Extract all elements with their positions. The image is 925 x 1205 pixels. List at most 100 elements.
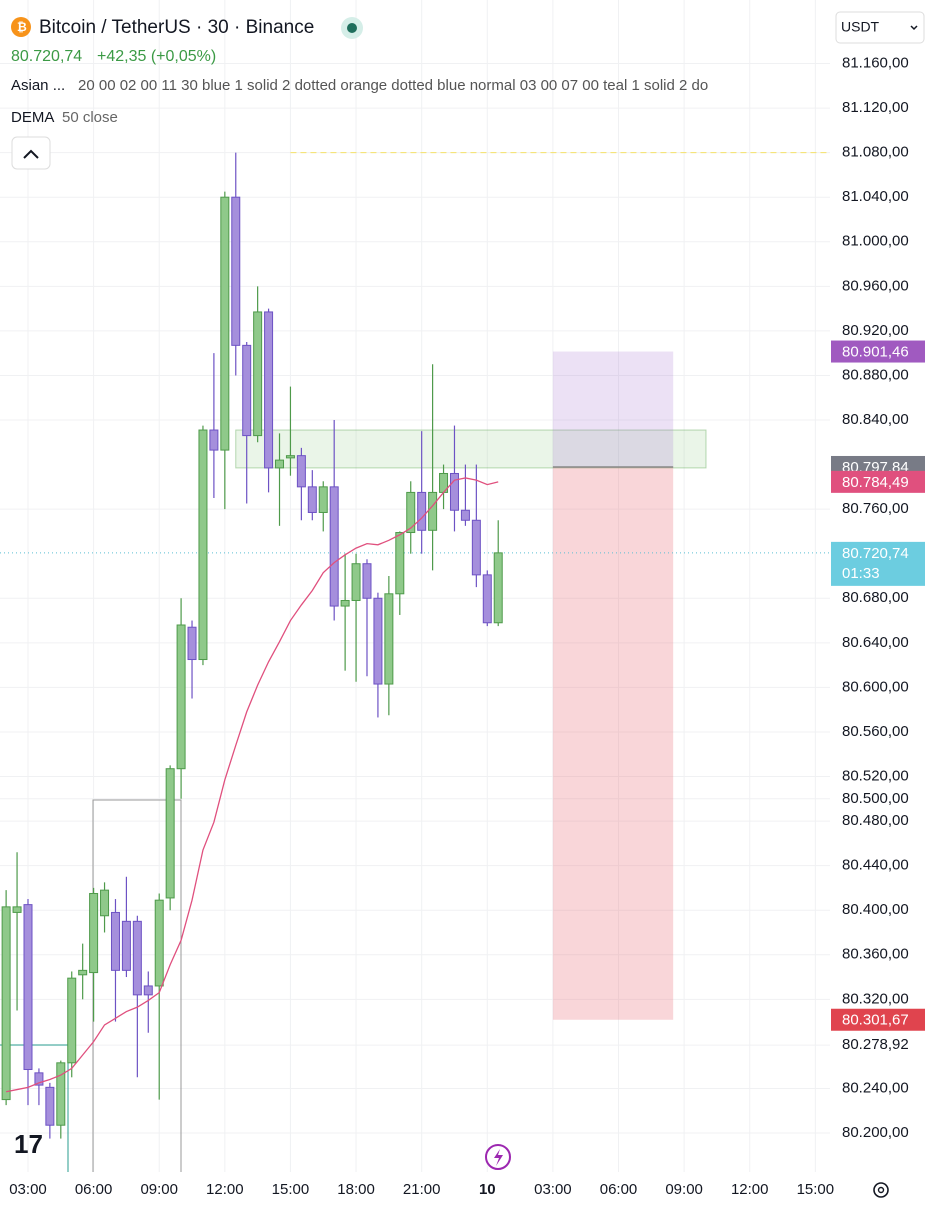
y-tick-label: 80.680,00 <box>842 589 909 606</box>
y-tick-label: 80.500,00 <box>842 790 909 807</box>
candle-body <box>165 768 175 899</box>
candle-body <box>143 985 153 996</box>
tv-logo: 17 <box>14 1129 43 1159</box>
stop-zone <box>552 466 674 1020</box>
candle-body <box>34 1072 44 1086</box>
candle-body <box>12 906 22 913</box>
y-tick-label: 80.760,00 <box>842 500 909 517</box>
y-tick-label: 80.240,00 <box>842 1079 909 1096</box>
x-tick-label: 06:00 <box>600 1181 638 1198</box>
collapse-button[interactable] <box>11 136 51 170</box>
price-change: +42,35 (+0,05%) <box>97 48 216 65</box>
y-tick-label: 81.000,00 <box>842 233 909 250</box>
symbol-title: Bitcoin / TetherUS · 30 · Binance <box>39 17 314 38</box>
x-tick-label: 15:00 <box>797 1181 835 1198</box>
price-badge-label: 80.784,49 <box>842 474 909 491</box>
y-tick-label: 81.160,00 <box>842 54 909 71</box>
candle-body <box>121 920 131 971</box>
candle-body <box>242 344 252 437</box>
y-tick-label: 80.640,00 <box>842 634 909 651</box>
candle-body <box>209 429 219 451</box>
candle-body <box>220 196 230 451</box>
candle-body <box>307 486 317 513</box>
price-badge-label: 80.901,46 <box>842 344 909 361</box>
candle-body <box>318 486 328 513</box>
candle-body <box>67 977 77 1064</box>
x-tick-label: 21:00 <box>403 1181 441 1198</box>
candle-body <box>110 911 120 971</box>
countdown: 01:33 <box>842 565 880 582</box>
status-dot <box>347 23 357 33</box>
candle-body <box>406 491 416 534</box>
x-tick-label: 12:00 <box>206 1181 244 1198</box>
candle-body <box>471 519 481 576</box>
candle-body <box>449 472 459 511</box>
session-name[interactable]: Asian ... <box>11 77 65 94</box>
settings-button[interactable] <box>873 1182 889 1198</box>
candle-body <box>340 599 350 607</box>
y-tick-label: 80.278,92 <box>842 1036 909 1053</box>
candle-body <box>154 899 164 987</box>
y-tick-label: 81.040,00 <box>842 188 909 205</box>
y-tick-label: 80.200,00 <box>842 1124 909 1141</box>
x-tick-label: 09:00 <box>665 1181 703 1198</box>
candle-body <box>253 311 263 437</box>
candle-body <box>89 892 99 974</box>
session-box <box>92 799 182 1172</box>
candle-body <box>373 597 383 685</box>
coin-symbol: ₿ <box>17 20 27 34</box>
x-tick-label: 09:00 <box>140 1181 178 1198</box>
candle-body <box>176 624 186 770</box>
candle-body <box>384 593 394 685</box>
candle-body <box>285 455 295 459</box>
coin-icon <box>11 17 31 37</box>
dropdown-arrow <box>910 25 918 31</box>
price-badge-label: 80.301,67 <box>842 1012 909 1029</box>
last-price: 80.720,74 <box>11 48 82 65</box>
y-tick-label: 80.560,00 <box>842 723 909 740</box>
candle-body <box>329 486 339 607</box>
y-tick-label: 80.960,00 <box>842 277 909 294</box>
x-tick-label: 10 <box>479 1181 496 1198</box>
x-tick-label: 18:00 <box>337 1181 375 1198</box>
price-badge <box>831 541 925 586</box>
zone <box>235 429 707 469</box>
indicator-params: 50 close <box>62 109 118 126</box>
candle-body <box>460 509 470 521</box>
candle-body <box>132 920 142 996</box>
target-zone <box>552 351 674 467</box>
candle-body <box>493 552 503 624</box>
currency-label: USDT <box>841 19 880 35</box>
candle-body <box>362 563 372 599</box>
candle-body <box>428 491 438 531</box>
y-tick-label: 80.360,00 <box>842 946 909 963</box>
x-tick-label: 06:00 <box>75 1181 113 1198</box>
y-tick-label: 80.600,00 <box>842 678 909 695</box>
candle-body <box>351 563 361 601</box>
candle-body <box>296 455 306 488</box>
y-tick-label: 80.440,00 <box>842 857 909 874</box>
session-params: 20 00 02 00 11 30 blue 1 solid 2 dotted … <box>78 77 708 94</box>
y-tick-label: 81.120,00 <box>842 99 909 116</box>
candle-body <box>45 1086 55 1126</box>
candle-body <box>198 429 208 661</box>
y-tick-label: 80.880,00 <box>842 366 909 383</box>
candle-body <box>1 906 11 1101</box>
x-tick-label: 03:00 <box>534 1181 572 1198</box>
price-badge <box>831 340 925 363</box>
candle-body <box>482 574 492 624</box>
y-tick-label: 80.480,00 <box>842 812 909 829</box>
y-tick-label: 80.520,00 <box>842 767 909 784</box>
candle-body <box>56 1062 66 1126</box>
chevron-icon <box>23 149 39 159</box>
candle-body <box>264 311 274 469</box>
currency-dropdown[interactable] <box>835 11 925 44</box>
dema-line <box>5 477 499 1093</box>
y-tick-label: 81.080,00 <box>842 144 909 161</box>
indicator-name[interactable]: DEMA <box>11 109 54 126</box>
flash-icon <box>494 1149 503 1166</box>
y-tick-label: 80.400,00 <box>842 901 909 918</box>
x-tick-label: 15:00 <box>272 1181 310 1198</box>
candle-body <box>100 889 110 917</box>
